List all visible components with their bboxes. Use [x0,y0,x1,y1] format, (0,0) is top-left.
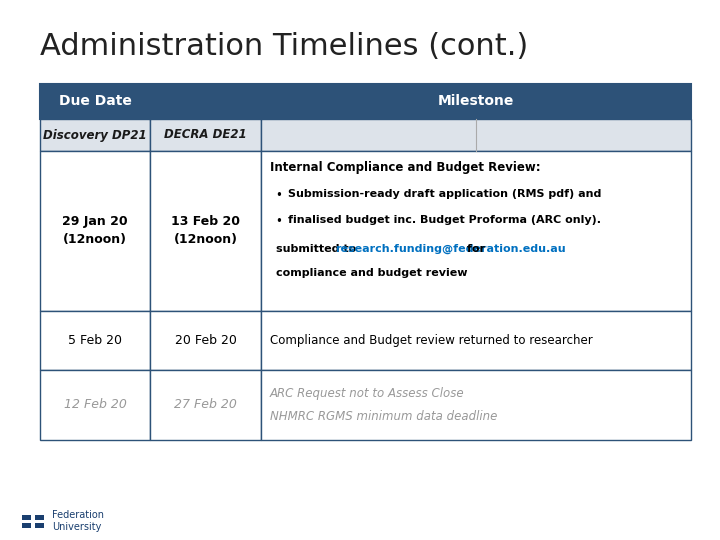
Text: for: for [464,244,485,254]
Text: 12 Feb 20: 12 Feb 20 [63,399,127,411]
Bar [40,370,150,440]
Text: Milestone: Milestone [438,94,514,108]
Text: 20 Feb 20: 20 Feb 20 [175,334,237,347]
Text: DECRA DE21: DECRA DE21 [164,129,247,141]
Bar [150,119,261,151]
Text: finalised budget inc. Budget Proforma (ARC only).: finalised budget inc. Budget Proforma (A… [288,215,600,225]
Text: •: • [276,189,282,202]
Text: ARC Request not to Assess Close: ARC Request not to Assess Close [270,387,464,400]
Text: Internal Compliance and Budget Review:: Internal Compliance and Budget Review: [270,161,541,174]
Text: 5 Feb 20: 5 Feb 20 [68,334,122,347]
Text: NHMRC RGMS minimum data deadline: NHMRC RGMS minimum data deadline [270,410,497,423]
Text: Submission-ready draft application (RMS pdf) and: Submission-ready draft application (RMS … [288,189,601,199]
Text: 27 Feb 20: 27 Feb 20 [174,399,237,411]
Text: submitted to: submitted to [276,244,360,254]
Bar [261,119,691,151]
Bar [40,310,150,370]
Text: 13 Feb 20
(12noon): 13 Feb 20 (12noon) [171,215,240,246]
Bar [150,310,261,370]
Text: 29 Jan 20
(12noon): 29 Jan 20 (12noon) [62,215,127,246]
Bar [35,515,44,520]
Bar [22,523,31,528]
Bar [261,370,691,440]
Text: Due Date: Due Date [58,94,132,108]
Bar [35,523,44,528]
Bar [261,151,691,310]
Text: research.funding@federation.edu.au: research.funding@federation.edu.au [336,244,566,254]
Bar [40,84,691,119]
Bar [40,119,150,151]
Text: •: • [276,215,282,228]
Text: Compliance and Budget review returned to researcher: Compliance and Budget review returned to… [270,334,593,347]
Text: Discovery DP21: Discovery DP21 [43,129,147,141]
Bar [261,310,691,370]
Text: Administration Timelines (cont.): Administration Timelines (cont.) [40,32,528,62]
Text: compliance and budget review: compliance and budget review [276,268,467,278]
Bar [150,370,261,440]
Bar [150,151,261,310]
Text: Federation
University: Federation University [52,510,104,532]
Bar [40,151,150,310]
Bar [22,515,31,520]
